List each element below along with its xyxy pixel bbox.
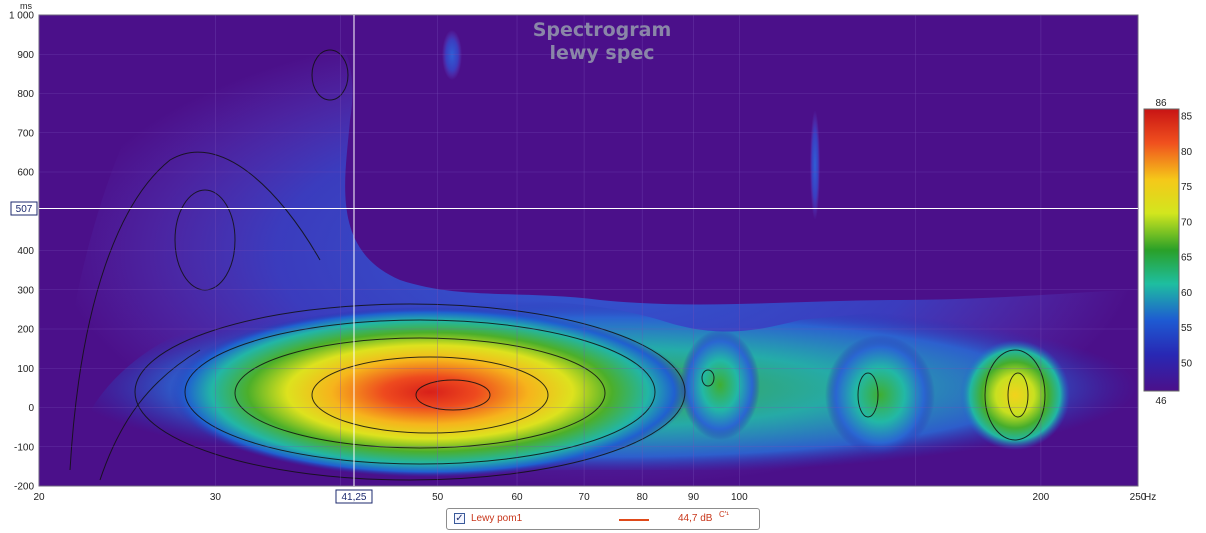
- colorbar-tick-label: 50: [1181, 358, 1193, 369]
- y-tick-label: 700: [17, 128, 34, 139]
- y-tick-label: 300: [17, 285, 34, 296]
- colorbar-tick-label: 60: [1181, 288, 1193, 299]
- x-axis-ticks: 20 30 50 60 70 80 90 100 200 250: [33, 492, 1146, 503]
- x-tick-label: 70: [579, 492, 591, 503]
- grid-lines: [38, 14, 1139, 487]
- colorbar-gradient: [1143, 108, 1180, 392]
- x-axis-unit: Hz: [1144, 492, 1156, 503]
- spectrogram-surface: [59, 18, 1138, 486]
- y-tick-label: 900: [17, 50, 34, 61]
- y-tick-label: -100: [14, 442, 34, 453]
- right-hotspot: [960, 340, 1070, 450]
- mid2-hotspot: [680, 330, 760, 440]
- x-tick-label: 200: [1033, 492, 1050, 503]
- colorbar-tick-label: 65: [1181, 253, 1193, 264]
- y-axis-unit: ms: [20, 1, 32, 11]
- series-checkbox[interactable]: ✓: [454, 513, 465, 524]
- chart-title: Spectrogram: [533, 19, 672, 41]
- x-tick-label: 20: [33, 492, 45, 503]
- y-tick-label: 100: [17, 364, 34, 375]
- colorbar-tick-label: 75: [1181, 182, 1193, 193]
- legend-series-name: Lewy pom1: [471, 513, 523, 524]
- x-tick-label: 80: [637, 492, 649, 503]
- x-tick-label: 90: [688, 492, 700, 503]
- x-tick-label: 60: [511, 492, 523, 503]
- y-tick-label: 600: [17, 168, 34, 179]
- y-tick-label: 0: [28, 403, 34, 414]
- contour-lines: [69, 49, 1046, 481]
- small-streak: [810, 110, 820, 220]
- colorbar: 86 46 85 80 75 70 65 60 55 50: [1143, 98, 1193, 407]
- x-tick-label: 30: [210, 492, 222, 503]
- cursor-x-readout: 41,25: [335, 489, 373, 504]
- colorbar-tick-label: 85: [1181, 112, 1193, 123]
- y-tick-label: 800: [17, 89, 34, 100]
- cursor-crosshair: [39, 15, 1138, 486]
- chart-subtitle: lewy spec: [549, 42, 654, 64]
- legend: ✓ Lewy pom1 44,7 dB C'¹: [446, 508, 760, 530]
- y-tick-label: -200: [14, 482, 34, 493]
- y-tick-label: 1 000: [9, 11, 34, 22]
- colorbar-ticks: 85 80 75 70 65 60 55 50: [1181, 112, 1193, 370]
- x-tick-label: 100: [731, 492, 748, 503]
- svg-text:507: 507: [16, 204, 33, 215]
- cursor-y-readout: 507: [10, 201, 38, 216]
- y-tick-label: 200: [17, 325, 34, 336]
- colorbar-tick-label: 70: [1181, 217, 1193, 228]
- colorbar-min-label: 46: [1155, 396, 1167, 407]
- small-blob: [442, 30, 462, 80]
- x-tick-label: 50: [432, 492, 444, 503]
- legend-series-value: 44,7 dB: [678, 513, 713, 524]
- legend-series-swatch: [619, 519, 649, 521]
- svg-text:41,25: 41,25: [341, 492, 366, 503]
- y-tick-label: 400: [17, 246, 34, 257]
- colorbar-max-label: 86: [1155, 98, 1167, 109]
- colorbar-tick-label: 80: [1181, 147, 1193, 158]
- mid-hotspot: [825, 335, 935, 455]
- colorbar-tick-label: 55: [1181, 323, 1193, 334]
- legend-value-suffix: C'¹: [719, 510, 729, 519]
- x-tick-label: 250: [1130, 492, 1147, 503]
